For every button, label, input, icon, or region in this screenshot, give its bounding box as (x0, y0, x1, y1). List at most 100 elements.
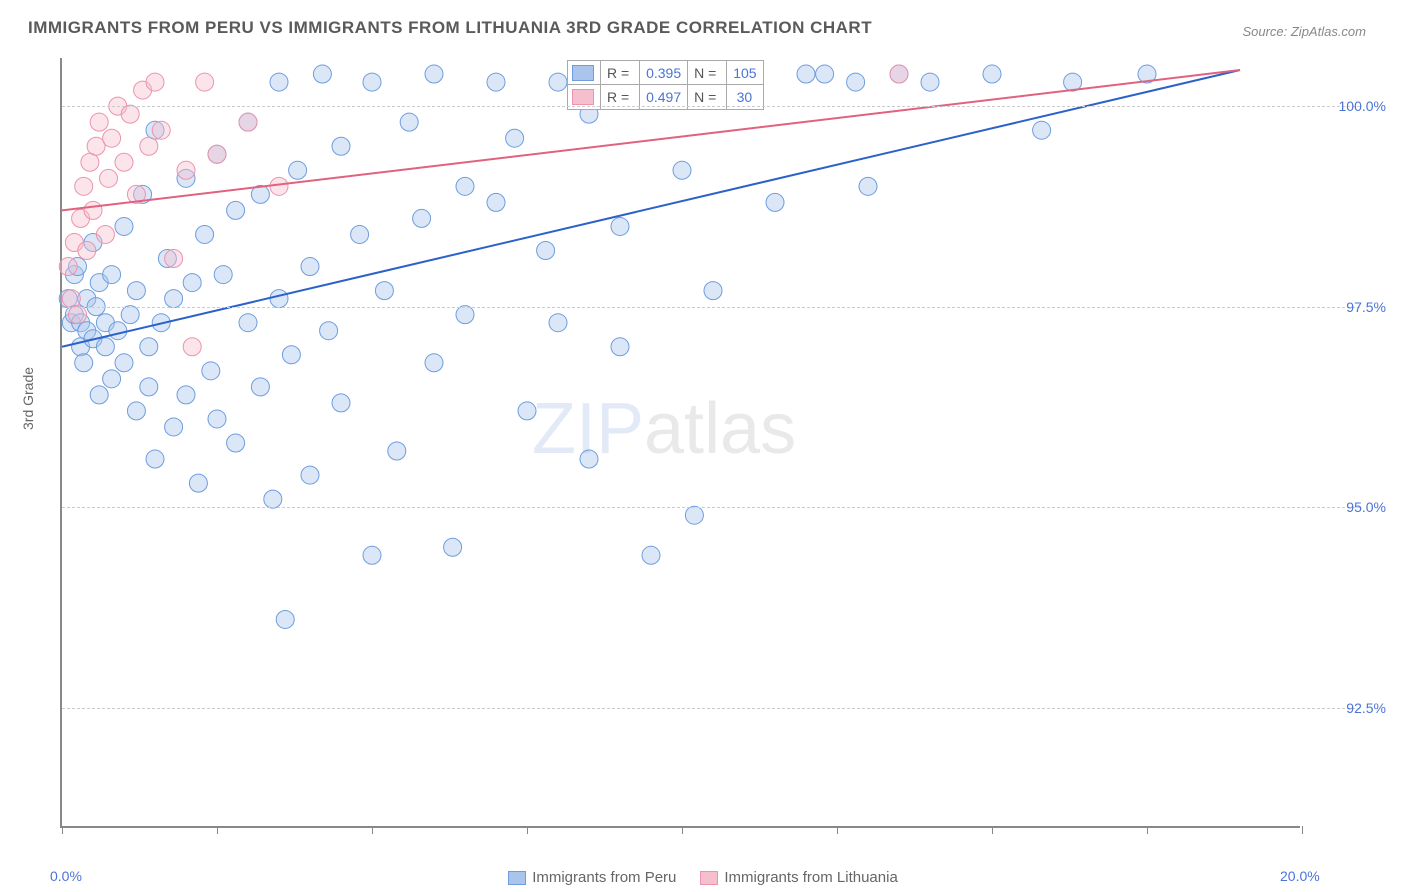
data-point (152, 121, 170, 139)
x-tick-label-max: 20.0% (1280, 868, 1320, 884)
data-point (69, 306, 87, 324)
x-tick (682, 826, 683, 834)
data-point (289, 161, 307, 179)
data-point (413, 209, 431, 227)
data-point (121, 105, 139, 123)
data-point (165, 250, 183, 268)
data-point (90, 386, 108, 404)
chart-title: IMMIGRANTS FROM PERU VS IMMIGRANTS FROM … (28, 18, 872, 38)
data-point (100, 169, 118, 187)
data-point (202, 362, 220, 380)
data-point (1033, 121, 1051, 139)
x-tick (992, 826, 993, 834)
data-point (642, 546, 660, 564)
data-point (189, 474, 207, 492)
gridline-horizontal (62, 106, 1360, 107)
chart-svg (62, 58, 1300, 826)
data-point (425, 354, 443, 372)
legend-bottom: Immigrants from Peru Immigrants from Lith… (0, 869, 1406, 886)
data-point (121, 306, 139, 324)
data-point (400, 113, 418, 131)
data-point (301, 258, 319, 276)
data-point (96, 338, 114, 356)
data-point (704, 282, 722, 300)
data-point (62, 290, 80, 308)
legend-r-value: 0.395 (639, 61, 687, 84)
source-value: ZipAtlas.com (1291, 24, 1366, 39)
plot-area: ZIPatlas R = 0.395N = 105R = 0.497N = 30 (60, 58, 1300, 828)
x-tick (1147, 826, 1148, 834)
data-point (78, 242, 96, 260)
data-point (456, 306, 474, 324)
data-point (127, 402, 145, 420)
data-point (165, 418, 183, 436)
legend-r-label: R = (600, 61, 639, 84)
data-point (177, 161, 195, 179)
data-point (96, 225, 114, 243)
legend-label: Immigrants from Peru (532, 869, 676, 886)
gridline-horizontal (62, 708, 1360, 709)
data-point (276, 610, 294, 628)
data-point (537, 242, 555, 260)
data-point (611, 338, 629, 356)
data-point (196, 73, 214, 91)
data-point (580, 450, 598, 468)
data-point (890, 65, 908, 83)
legend-swatch (700, 871, 718, 885)
data-point (165, 290, 183, 308)
data-point (109, 322, 127, 340)
data-point (611, 217, 629, 235)
x-tick (527, 826, 528, 834)
y-tick-label: 95.0% (1346, 499, 1386, 515)
gridline-horizontal (62, 307, 1360, 308)
data-point (282, 346, 300, 364)
data-point (183, 274, 201, 292)
data-point (301, 466, 319, 484)
data-point (127, 282, 145, 300)
x-tick (217, 826, 218, 834)
data-point (456, 177, 474, 195)
data-point (103, 370, 121, 388)
data-point (766, 193, 784, 211)
data-point (320, 322, 338, 340)
data-point (375, 282, 393, 300)
data-point (214, 266, 232, 284)
legend-row: R = 0.395N = 105 (568, 61, 763, 85)
data-point (177, 386, 195, 404)
data-point (115, 153, 133, 171)
data-point (921, 73, 939, 91)
data-point (140, 137, 158, 155)
data-point (140, 338, 158, 356)
data-point (332, 394, 350, 412)
data-point (549, 314, 567, 332)
gridline-horizontal (62, 507, 1360, 508)
data-point (983, 65, 1001, 83)
y-tick-label: 100.0% (1339, 98, 1386, 114)
source-attribution: Source: ZipAtlas.com (1242, 24, 1366, 39)
data-point (332, 137, 350, 155)
data-point (75, 354, 93, 372)
data-point (115, 354, 133, 372)
y-axis-label: 3rd Grade (20, 367, 36, 430)
data-point (115, 217, 133, 235)
legend-correlation-box: R = 0.395N = 105R = 0.497N = 30 (567, 60, 764, 110)
data-point (425, 65, 443, 83)
data-point (81, 153, 99, 171)
data-point (239, 113, 257, 131)
data-point (103, 129, 121, 147)
y-tick-label: 92.5% (1346, 700, 1386, 716)
source-label: Source: (1242, 24, 1290, 39)
data-point (140, 378, 158, 396)
data-point (506, 129, 524, 147)
legend-swatch (508, 871, 526, 885)
legend-n-value: 105 (726, 61, 762, 84)
legend-bottom-item: Immigrants from Lithuania (700, 869, 897, 886)
data-point (685, 506, 703, 524)
data-point (183, 338, 201, 356)
data-point (363, 546, 381, 564)
data-point (208, 410, 226, 428)
data-point (351, 225, 369, 243)
y-tick-label: 97.5% (1346, 299, 1386, 315)
legend-label: Immigrants from Lithuania (724, 869, 897, 886)
data-point (487, 73, 505, 91)
